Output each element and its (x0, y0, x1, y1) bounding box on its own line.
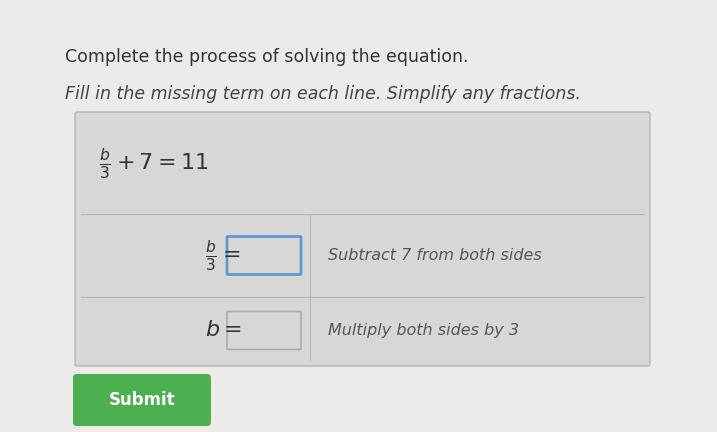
Text: $\frac{b}{3} + 7 = 11$: $\frac{b}{3} + 7 = 11$ (99, 146, 209, 181)
FancyBboxPatch shape (227, 311, 301, 349)
Text: Complete the process of solving the equation.: Complete the process of solving the equa… (65, 48, 468, 66)
Text: Subtract 7 from both sides: Subtract 7 from both sides (328, 248, 542, 263)
FancyBboxPatch shape (227, 236, 301, 274)
Text: $\frac{b}{3}$$ = $: $\frac{b}{3}$$ = $ (205, 238, 240, 273)
Text: Submit: Submit (109, 391, 176, 409)
Text: Fill in the missing term on each line. Simplify any fractions.: Fill in the missing term on each line. S… (65, 85, 581, 103)
Text: Multiply both sides by 3: Multiply both sides by 3 (328, 323, 519, 338)
FancyBboxPatch shape (73, 374, 211, 426)
FancyBboxPatch shape (75, 112, 650, 366)
Text: $b = $: $b = $ (205, 321, 242, 340)
